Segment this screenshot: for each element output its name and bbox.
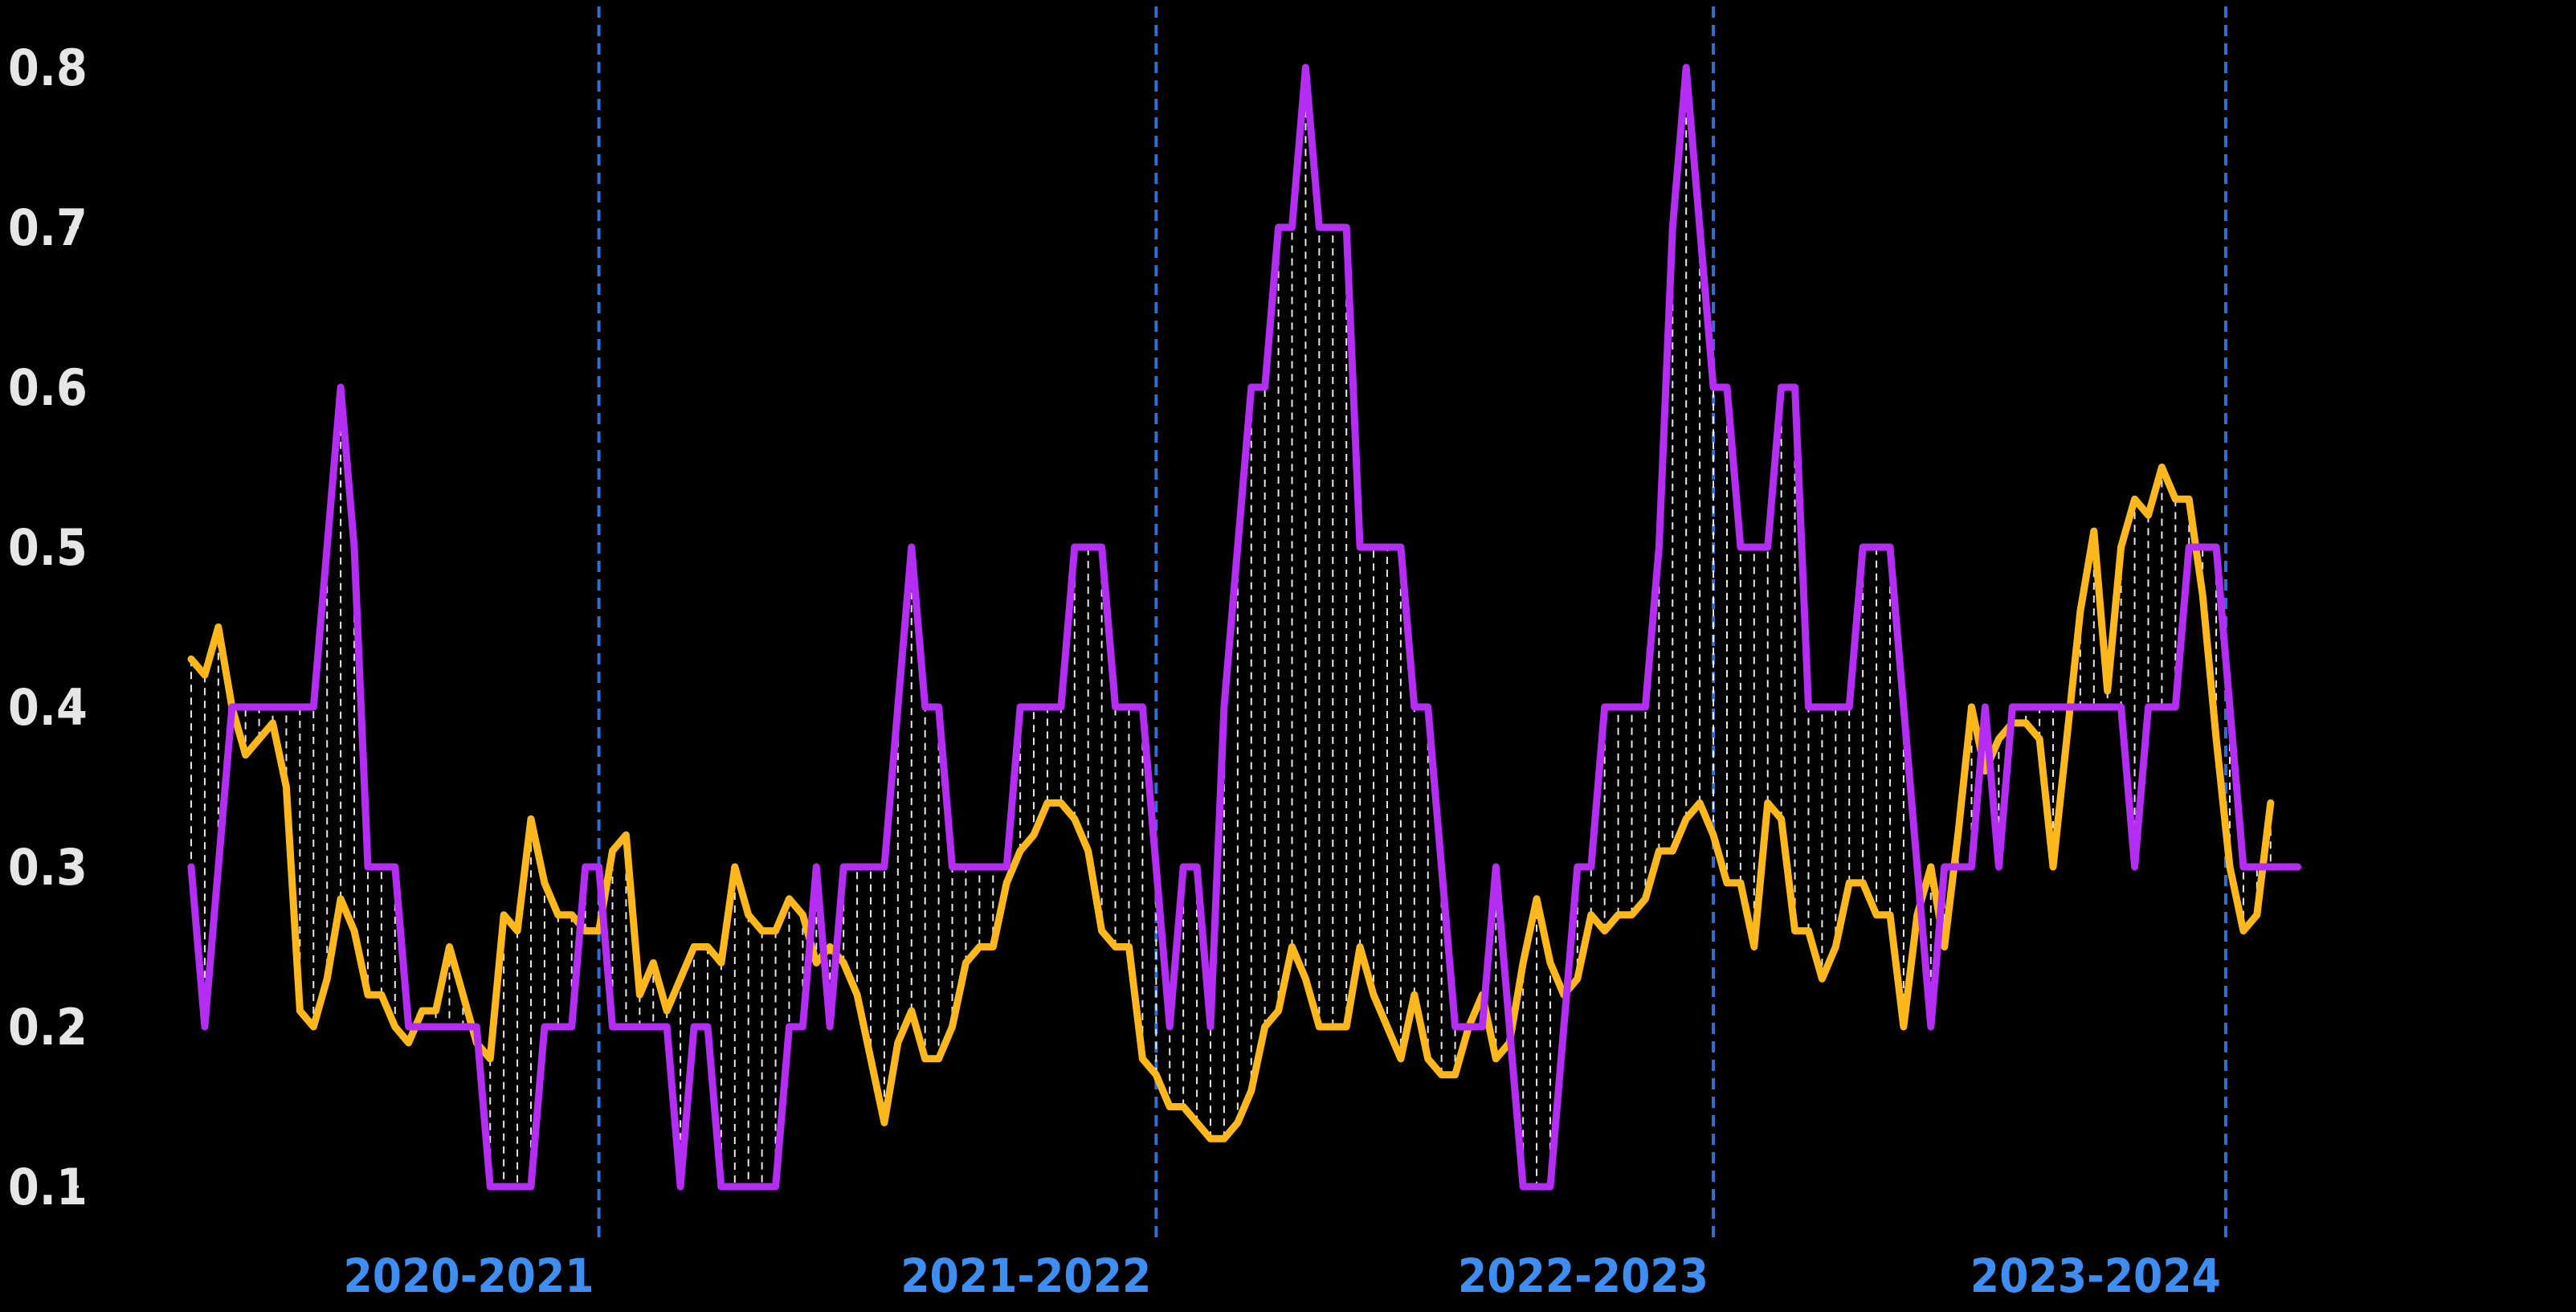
- series-line-1: [187, 464, 2275, 1142]
- y-axis: 0.10.20.30.40.50.60.70.8: [8, 39, 88, 1216]
- season-label: 2022-2023: [1458, 1249, 1708, 1303]
- series-line-2: [187, 63, 2302, 1191]
- season-label: 2020-2021: [343, 1249, 594, 1303]
- season-labels: 2020-2021 2021-2022 2022-2023 2023-2024: [343, 1249, 2220, 1303]
- series-lines: [187, 63, 2302, 1191]
- season-label: 2023-2024: [1970, 1249, 2221, 1303]
- season-label: 2021-2022: [900, 1249, 1151, 1303]
